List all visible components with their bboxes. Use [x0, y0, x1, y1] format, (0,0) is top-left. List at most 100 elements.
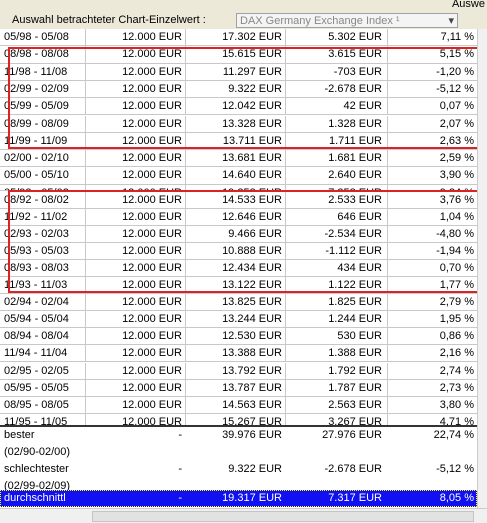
column-line [387, 208, 388, 225]
cell: 05/99 - 05/09 [4, 100, 69, 113]
table-row: 02/93 - 02/03 12.000 EUR 9.466 EUR -2.534 E… [0, 225, 477, 243]
column-line [387, 259, 388, 276]
horizontal-scrollbar[interactable] [0, 508, 487, 523]
summary-sublabel: (02/99-02/09) [4, 480, 71, 492]
cell: 05/93 - 05/03 [4, 244, 69, 257]
table-row: 11/99 - 11/09 12.000 EUR 13.711 EUR 1.711 E… [0, 132, 477, 151]
cell: 11/92 - 11/02 [4, 210, 68, 223]
table-row: 02/94 - 02/04 12.000 EUR 13.825 EUR 1.825 E… [0, 294, 477, 312]
column-line [85, 311, 86, 328]
column-line [185, 132, 186, 150]
column-line [85, 379, 86, 396]
corner-label: Auswe [451, 0, 485, 10]
column-line [185, 345, 186, 362]
column-line [85, 115, 86, 132]
cell: 12.000 EUR [122, 347, 182, 360]
cell: 12.000 EUR [122, 381, 182, 394]
cell: 08/98 - 08/08 [4, 48, 69, 61]
cell: 14.563 EUR [222, 398, 282, 411]
combo-box[interactable]: DAX Germany Exchange Index ¹ ▾ [236, 13, 458, 28]
column-line [285, 46, 286, 63]
table-row: 11/95 - 11/05 12.000 EUR 15.267 EUR 3.267 E… [0, 413, 477, 425]
cell: 12.000 EUR [122, 100, 182, 113]
column-line [285, 115, 286, 132]
cell: 3,76 % [439, 193, 474, 206]
column-line [85, 294, 86, 311]
column-line [285, 150, 286, 167]
column-line [185, 242, 186, 259]
cell: 13.792 EUR [222, 364, 282, 377]
table-row: 11/93 - 11/03 12.000 EUR 13.122 EUR 1.122 E… [0, 277, 477, 295]
table: 05/98 - 05/08 12.000 EUR 17.302 EUR 5.302 E… [0, 29, 477, 425]
column-line [185, 46, 186, 63]
cell: 08/92 - 08/02 [4, 193, 69, 206]
column-line [85, 345, 86, 362]
column-line [285, 311, 286, 328]
column-line [185, 294, 186, 311]
cell: 12.000 EUR [122, 227, 182, 240]
cell: 13.328 EUR [222, 117, 282, 130]
scroll-thumb[interactable] [92, 511, 474, 522]
column-line [285, 396, 286, 413]
cell: 8,05 % [439, 492, 474, 504]
column-line [185, 191, 186, 208]
cell: 14.640 EUR [222, 169, 282, 182]
column-line [285, 167, 286, 184]
column-line [185, 115, 186, 132]
column-line [387, 379, 388, 396]
table-row: 05/00 - 05/10 12.000 EUR 14.640 EUR 2.640 E… [0, 167, 477, 185]
column-line [285, 362, 286, 379]
column-line [85, 208, 86, 225]
table-row: 11/94 - 11/04 12.000 EUR 13.388 EUR 1.388 E… [0, 345, 477, 363]
cell: 1.787 EUR [328, 381, 382, 394]
cell: 1,95 % [439, 313, 474, 326]
cell: - [178, 463, 182, 475]
selected-row[interactable]: durchschnittl - 19.317 EUR 7.317 EUR 8,05 % [0, 490, 477, 507]
cell: -703 EUR [333, 65, 382, 78]
column-line [185, 259, 186, 276]
column-line [85, 63, 86, 80]
cell: 13.244 EUR [222, 313, 282, 326]
cell: 12.000 EUR [122, 330, 182, 343]
cell: 3,80 % [439, 398, 474, 411]
column-line [85, 396, 86, 413]
cell: 12.000 EUR [122, 210, 182, 223]
cell: 7,11 % [440, 31, 474, 43]
column-line [285, 413, 286, 425]
column-line [85, 150, 86, 167]
cell: 9.322 EUR [228, 463, 282, 475]
column-line [387, 362, 388, 379]
cell: 5.302 EUR [328, 31, 382, 43]
cell: 08/94 - 08/04 [4, 330, 69, 343]
cell: 08/93 - 08/03 [4, 261, 69, 274]
cell: 434 EUR [337, 261, 382, 274]
cell: 12.000 EUR [122, 313, 182, 326]
summary-label: durchschnittl [4, 492, 66, 504]
column-line [85, 413, 86, 425]
cell: 11/99 - 11/09 [4, 134, 68, 147]
column-line [387, 115, 388, 132]
vertical-scrollbar[interactable] [477, 29, 487, 508]
column-line [185, 328, 186, 345]
cell: 05/95 - 05/05 [4, 381, 69, 394]
column-line [387, 29, 388, 46]
cell: 12.000 EUR [122, 261, 182, 274]
column-line [387, 191, 388, 208]
column-line [85, 132, 86, 150]
cell: 02/95 - 02/05 [4, 364, 69, 377]
table-row: 08/95 - 08/05 12.000 EUR 14.563 EUR 2.563 E… [0, 396, 477, 414]
cell: 22,74 % [433, 429, 474, 441]
cell: 12.042 EUR [222, 100, 282, 113]
column-line [185, 150, 186, 167]
column-line [387, 80, 388, 98]
table-row: 08/93 - 08/03 12.000 EUR 12.434 EUR 434 EUR… [0, 259, 477, 277]
column-line [387, 225, 388, 242]
column-line [387, 413, 388, 425]
column-line [387, 294, 388, 311]
table-row: 05/99 - 05/09 12.000 EUR 12.042 EUR 42 EUR 0… [0, 98, 477, 116]
cell: 2.563 EUR [328, 398, 382, 411]
cell: 12.000 EUR [122, 152, 182, 165]
cell: 5,15 % [439, 48, 474, 61]
cell: 2,16 % [439, 347, 474, 360]
column-line [387, 277, 388, 294]
